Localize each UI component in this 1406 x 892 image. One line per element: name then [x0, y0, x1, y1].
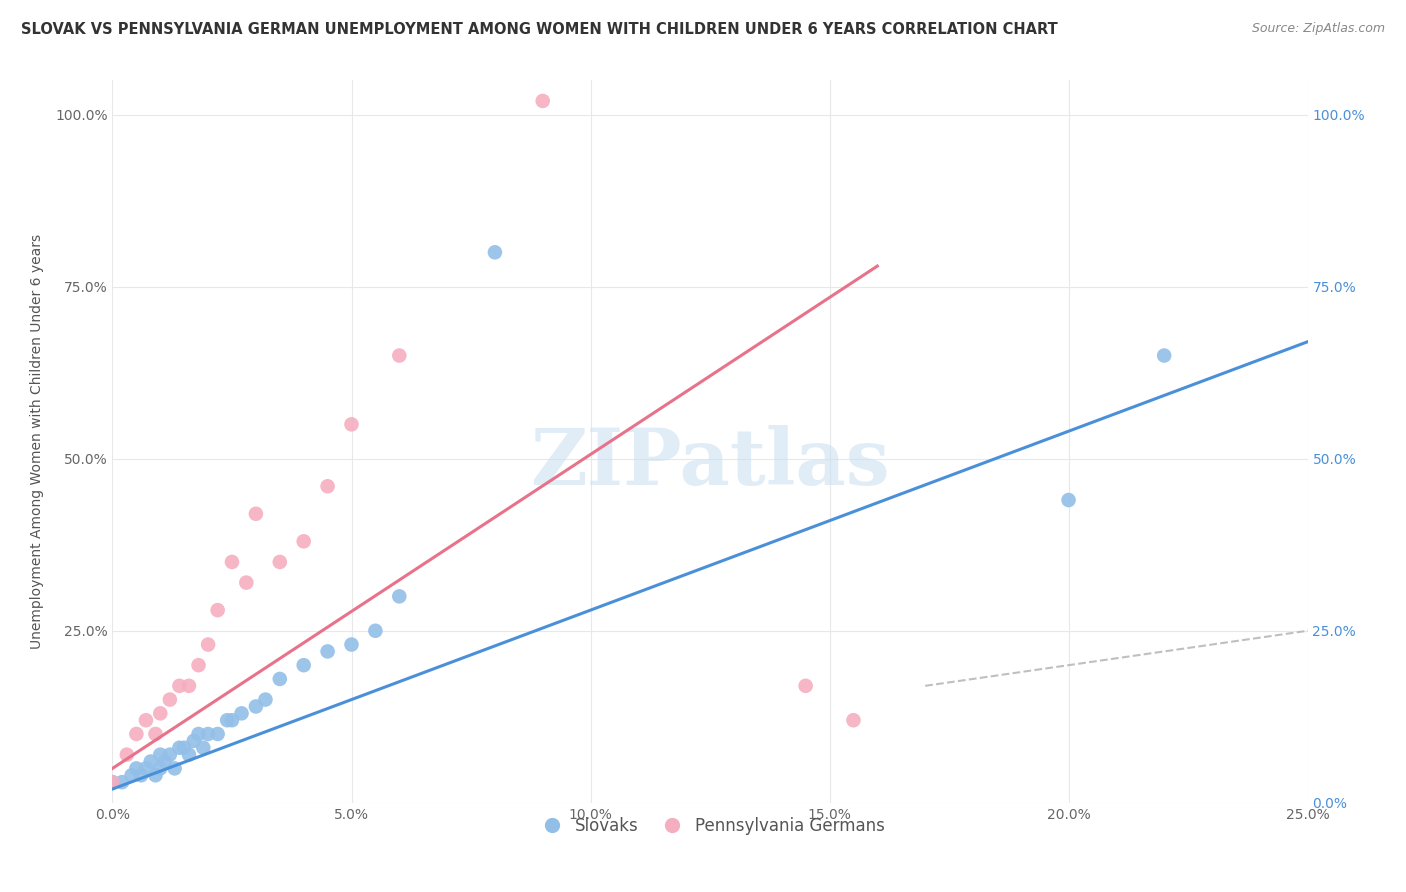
Text: ZIPatlas: ZIPatlas — [530, 425, 890, 501]
Point — [842, 713, 865, 727]
Point — [169, 740, 191, 755]
Point — [269, 672, 291, 686]
Point — [197, 727, 219, 741]
Point — [187, 658, 209, 673]
Point — [217, 713, 239, 727]
Point — [149, 761, 172, 775]
Point — [121, 768, 143, 782]
Point — [254, 692, 277, 706]
Point — [231, 706, 253, 721]
Point — [125, 727, 148, 741]
Point — [183, 734, 205, 748]
Point — [340, 417, 363, 432]
Point — [145, 727, 167, 741]
Point — [484, 245, 506, 260]
Point — [101, 775, 124, 789]
Point — [269, 555, 291, 569]
Point — [531, 94, 554, 108]
Point — [135, 761, 157, 775]
Point — [1057, 493, 1080, 508]
Point — [173, 740, 195, 755]
Point — [1153, 349, 1175, 363]
Point — [139, 755, 162, 769]
Point — [193, 740, 215, 755]
Point — [316, 479, 339, 493]
Point — [316, 644, 339, 658]
Point — [135, 713, 157, 727]
Point — [145, 768, 167, 782]
Point — [292, 658, 315, 673]
Point — [207, 727, 229, 741]
Point — [245, 699, 267, 714]
Point — [794, 679, 817, 693]
Point — [207, 603, 229, 617]
Point — [115, 747, 138, 762]
Point — [177, 679, 200, 693]
Point — [340, 638, 363, 652]
Point — [125, 761, 148, 775]
Point — [129, 768, 152, 782]
Point — [149, 706, 172, 721]
Point — [149, 747, 172, 762]
Y-axis label: Unemployment Among Women with Children Under 6 years: Unemployment Among Women with Children U… — [30, 234, 44, 649]
Point — [245, 507, 267, 521]
Point — [159, 692, 181, 706]
Point — [364, 624, 387, 638]
Point — [177, 747, 200, 762]
Point — [388, 590, 411, 604]
Point — [388, 349, 411, 363]
Point — [235, 575, 257, 590]
Text: Source: ZipAtlas.com: Source: ZipAtlas.com — [1251, 22, 1385, 36]
Point — [187, 727, 209, 741]
Point — [169, 679, 191, 693]
Point — [163, 761, 186, 775]
Point — [153, 755, 176, 769]
Point — [197, 638, 219, 652]
Text: SLOVAK VS PENNSYLVANIA GERMAN UNEMPLOYMENT AMONG WOMEN WITH CHILDREN UNDER 6 YEA: SLOVAK VS PENNSYLVANIA GERMAN UNEMPLOYME… — [21, 22, 1057, 37]
Point — [111, 775, 134, 789]
Point — [159, 747, 181, 762]
Point — [221, 713, 243, 727]
Point — [292, 534, 315, 549]
Point — [101, 775, 124, 789]
Point — [221, 555, 243, 569]
Legend: Slovaks, Pennsylvania Germans: Slovaks, Pennsylvania Germans — [529, 810, 891, 841]
